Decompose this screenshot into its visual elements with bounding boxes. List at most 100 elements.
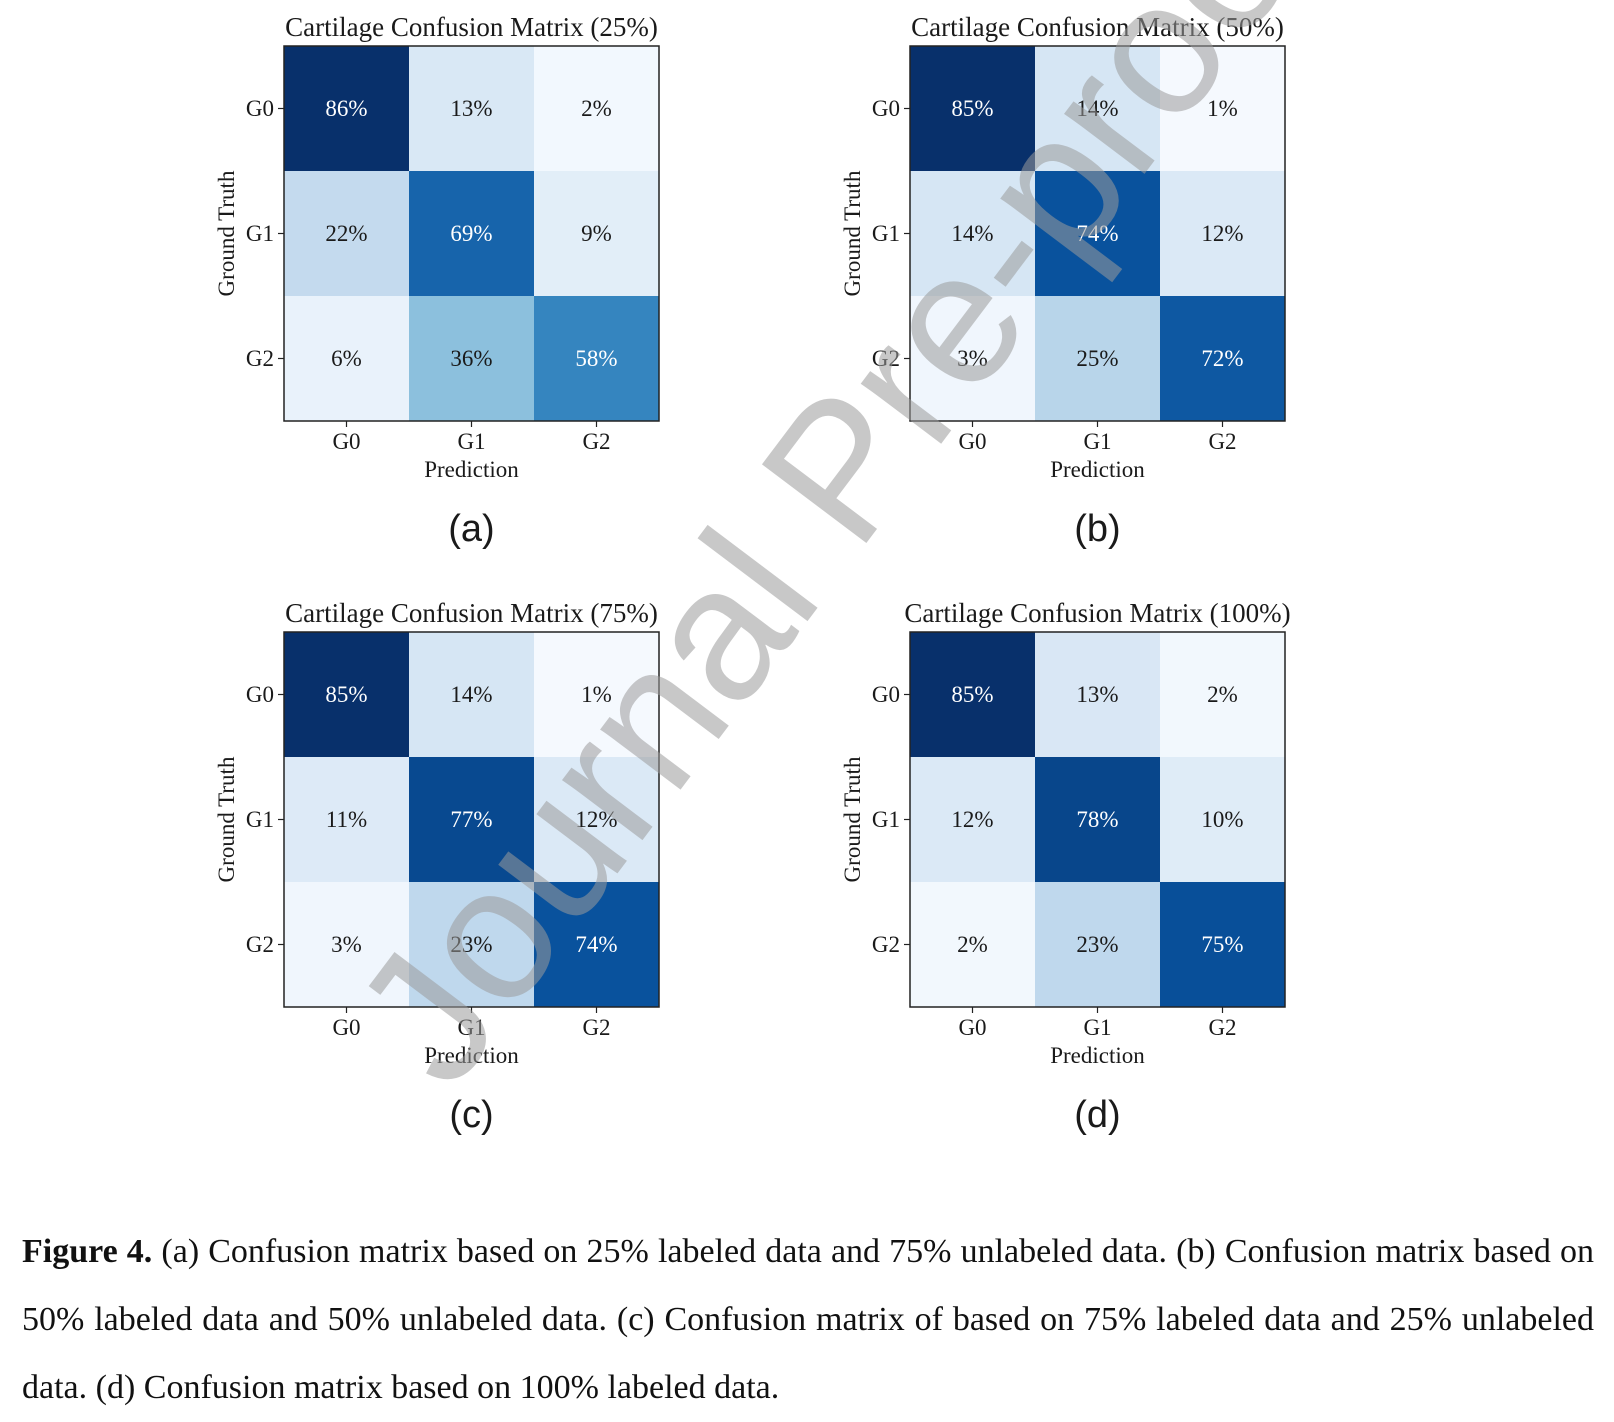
chart-title: Cartilage Confusion Matrix (25%) <box>285 12 658 42</box>
figure-panels: 86% 13% 2% 22% 69% 9% 6% 36% 58% Cartilage Confus… <box>214 0 1367 1136</box>
y-axis-label: Ground Truth <box>840 170 865 296</box>
matrix-cell <box>409 882 534 1007</box>
confusion-matrix-panel-1: 86% 13% 2% 22% 69% 9% 6% 36% 58% Cartilage Confus… <box>214 12 660 550</box>
y-tick-label: G1 <box>246 807 274 832</box>
matrix-cell <box>534 46 659 171</box>
y-axis-label: Ground Truth <box>214 170 239 296</box>
matrix-cell <box>1035 46 1160 171</box>
cell-value-label: 6% <box>331 346 362 371</box>
matrix-cell <box>1160 296 1285 421</box>
cell-value-label: 2% <box>957 932 988 957</box>
y-tick-label: G2 <box>872 932 900 957</box>
cell-value-label: 23% <box>1076 932 1118 957</box>
matrix-cell <box>409 296 534 421</box>
confusion-matrix-panel-3: 85% 14% 1% 11% 77% 12% 3% 23% 74% Cartilage Confu… <box>214 598 660 1136</box>
x-tick-label: G2 <box>1208 1015 1236 1040</box>
matrix-cell <box>409 171 534 296</box>
y-tick-label: G0 <box>246 682 274 707</box>
figure-caption: Figure 4. (a) Confusion matrix based on … <box>22 1218 1594 1422</box>
cell-value-label: 78% <box>1076 807 1118 832</box>
x-axis-label: Prediction <box>424 457 519 482</box>
cell-value-label: 14% <box>951 221 993 246</box>
cell-value-label: 85% <box>951 682 993 707</box>
caption-text: (a) Confusion matrix based on 25% labele… <box>22 1233 1594 1406</box>
caption-label: Figure 4. <box>22 1233 153 1270</box>
matrix-cell <box>534 757 659 882</box>
x-axis-label: Prediction <box>1050 457 1145 482</box>
matrix-cell <box>910 171 1035 296</box>
cell-value-label: 77% <box>450 807 492 832</box>
y-tick-label: G2 <box>246 932 274 957</box>
y-tick-label: G1 <box>246 221 274 246</box>
x-tick-label: G1 <box>1083 429 1111 454</box>
matrix-cell <box>1035 632 1160 757</box>
x-tick-label: G1 <box>1083 1015 1111 1040</box>
cell-value-label: 2% <box>1207 682 1238 707</box>
matrix-cell <box>1160 882 1285 1007</box>
x-axis-label: Prediction <box>1050 1043 1145 1068</box>
matrix-cell <box>1035 882 1160 1007</box>
matrix-cell <box>1035 296 1160 421</box>
matrix-cell <box>409 46 534 171</box>
chart-title: Cartilage Confusion Matrix (100%) <box>904 598 1290 628</box>
y-tick-label: G0 <box>872 682 900 707</box>
y-tick-label: G0 <box>246 96 274 121</box>
cell-value-label: 3% <box>957 346 988 371</box>
x-tick-label: G1 <box>457 1015 485 1040</box>
cell-value-label: 10% <box>1201 807 1243 832</box>
y-tick-label: G1 <box>872 221 900 246</box>
matrix-cell <box>910 757 1035 882</box>
matrix-cell <box>1160 46 1285 171</box>
matrix-cell <box>284 171 409 296</box>
confusion-matrix-panel-4: 85% 13% 2% 12% 78% 10% 2% 23% 75% Cartilage Confu… <box>840 598 1291 1136</box>
cell-value-label: 75% <box>1201 932 1243 957</box>
matrix-cell <box>284 296 409 421</box>
x-axis-label: Prediction <box>424 1043 519 1068</box>
chart-title: Cartilage Confusion Matrix (75%) <box>285 598 658 628</box>
cell-value-label: 58% <box>575 346 617 371</box>
panel-label: (c) <box>449 1094 493 1136</box>
cell-value-label: 72% <box>1201 346 1243 371</box>
cell-value-label: 12% <box>1201 221 1243 246</box>
matrix-cell <box>910 296 1035 421</box>
cell-value-label: 9% <box>581 221 612 246</box>
matrix-cell <box>1160 171 1285 296</box>
cell-value-label: 85% <box>325 682 367 707</box>
cell-value-label: 3% <box>331 932 362 957</box>
matrix-cell <box>534 882 659 1007</box>
x-tick-label: G0 <box>958 1015 986 1040</box>
matrix-cell <box>409 632 534 757</box>
cell-value-label: 13% <box>450 96 492 121</box>
x-tick-label: G2 <box>582 1015 610 1040</box>
cell-value-label: 2% <box>581 96 612 121</box>
panel-label: (b) <box>1074 508 1120 550</box>
cell-value-label: 36% <box>450 346 492 371</box>
y-tick-label: G2 <box>872 346 900 371</box>
matrix-cell <box>284 757 409 882</box>
cell-value-label: 86% <box>325 96 367 121</box>
y-tick-label: G2 <box>246 346 274 371</box>
x-tick-label: G1 <box>457 429 485 454</box>
panel-label: (a) <box>448 508 494 550</box>
matrix-cell <box>910 632 1035 757</box>
confusion-matrix-panel-2: 85% 14% 1% 14% 74% 12% 3% 25% 72% Cartilage Confu… <box>840 12 1286 550</box>
y-tick-label: G1 <box>872 807 900 832</box>
matrix-cell <box>1035 757 1160 882</box>
matrix-cell <box>284 882 409 1007</box>
x-tick-label: G0 <box>332 1015 360 1040</box>
y-tick-label: G0 <box>872 96 900 121</box>
y-axis-label: Ground Truth <box>214 756 239 882</box>
cell-value-label: 74% <box>1076 221 1118 246</box>
x-tick-label: G0 <box>958 429 986 454</box>
matrix-cell <box>534 632 659 757</box>
x-tick-label: G0 <box>332 429 360 454</box>
matrix-cell <box>910 46 1035 171</box>
panel-label: (d) <box>1074 1094 1120 1136</box>
cell-value-label: 1% <box>581 682 612 707</box>
cell-value-label: 11% <box>326 807 367 832</box>
matrix-cell <box>1160 757 1285 882</box>
cell-value-label: 12% <box>951 807 993 832</box>
matrix-cell <box>534 296 659 421</box>
cell-value-label: 85% <box>951 96 993 121</box>
x-tick-label: G2 <box>1208 429 1236 454</box>
